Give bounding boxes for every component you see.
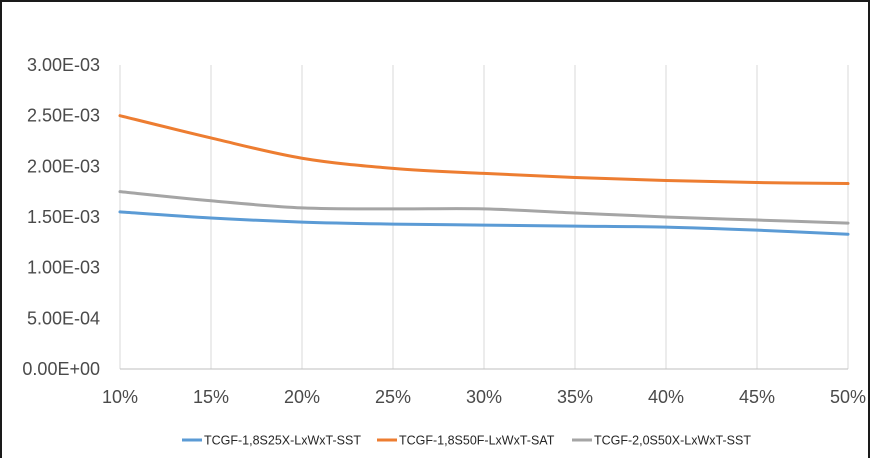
x-tick-label: 40% (648, 387, 684, 407)
y-tick-label: 1.50E-03 (27, 207, 100, 227)
grid-lines (119, 65, 849, 370)
legend-label-1: TCGF-1,8S25X-LxWxT-SST (204, 434, 361, 448)
y-tick-label: 1.00E-03 (27, 258, 100, 278)
y-tick-label: 0.00E+00 (22, 359, 100, 379)
series-line-3 (118, 190, 850, 225)
x-tick-label: 25% (375, 387, 411, 407)
x-axis-ticks: 10% 15% 20% 25% 30% 35% 40% 45% 50% (102, 387, 866, 407)
x-tick-label: 15% (193, 387, 229, 407)
y-axis-ticks: 0.00E+00 5.00E-04 1.00E-03 1.50E-03 2.00E-03… (22, 55, 100, 379)
y-tick-label: 5.00E-04 (27, 308, 100, 328)
x-tick-label: 10% (102, 387, 138, 407)
x-tick-label: 35% (557, 387, 593, 407)
series-line-2 (118, 114, 850, 186)
x-tick-label: 20% (284, 387, 320, 407)
series-line-1 (118, 210, 850, 236)
legend: TCGF-1,8S25X-LxWxT-SST TCGF-1,8S50F-LxWxT… (182, 434, 751, 448)
x-tick-label: 30% (466, 387, 502, 407)
x-tick-label: 45% (739, 387, 775, 407)
series-lines (118, 114, 850, 236)
x-tick-label: 50% (830, 387, 866, 407)
y-tick-label: 2.00E-03 (27, 156, 100, 176)
y-tick-label: 3.00E-03 (27, 55, 100, 75)
legend-label-2: TCGF-1,8S50F-LxWxT-SAT (399, 434, 555, 448)
legend-label-3: TCGF-2,0S50X-LxWxT-SST (594, 434, 751, 448)
y-tick-label: 2.50E-03 (27, 106, 100, 126)
